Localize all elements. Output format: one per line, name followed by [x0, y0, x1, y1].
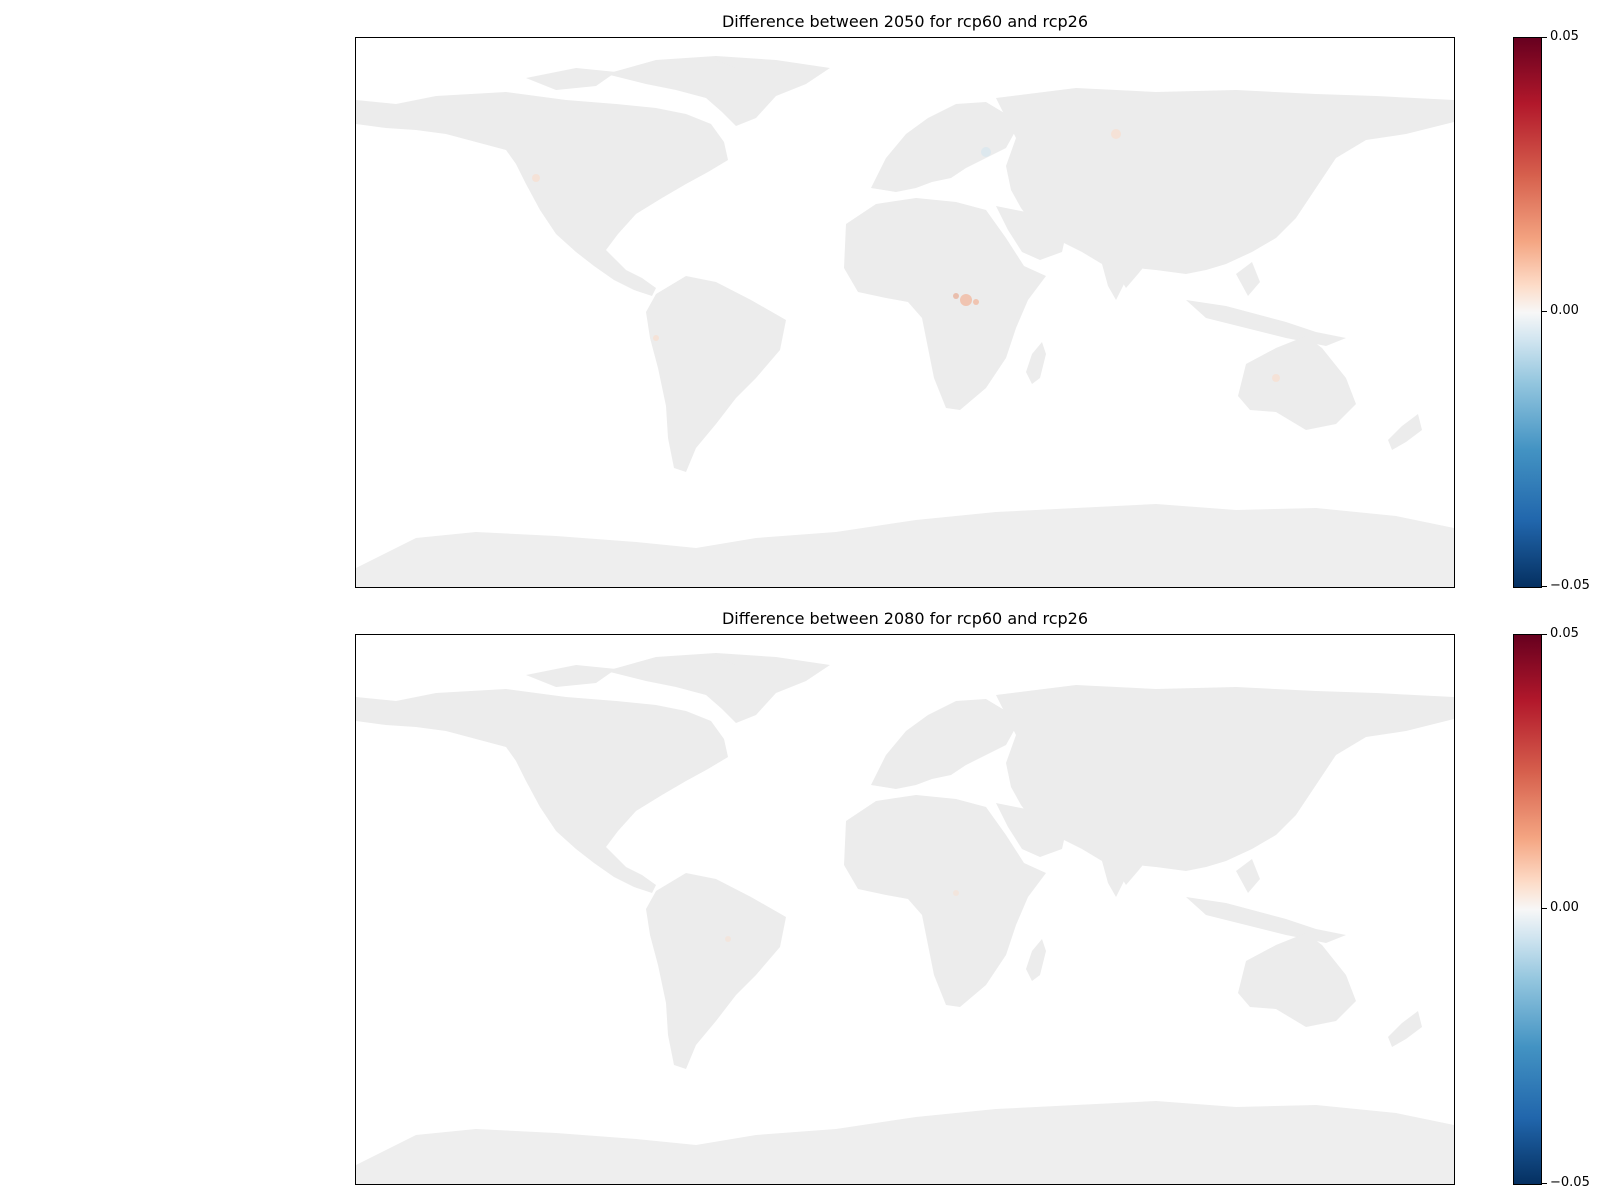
- greenland: [606, 56, 830, 126]
- asia: [996, 88, 1454, 300]
- map-title: Difference between 2050 for rcp60 and rc…: [721, 12, 1089, 31]
- map-panel-2050: Difference between 2050 for rcp60 and rc…: [355, 12, 1590, 593]
- colorbar-tick-label: 0.05: [1550, 626, 1579, 641]
- colorbar-tick-label: −0.05: [1550, 1175, 1590, 1190]
- asia: [996, 685, 1454, 897]
- madagascar: [1026, 939, 1046, 981]
- japan: [1288, 150, 1316, 210]
- colorbar: [1513, 634, 1542, 1185]
- europe: [871, 102, 1016, 192]
- colorbar-tick: [1542, 311, 1547, 312]
- colorbar-tick: [1542, 634, 1547, 635]
- india: [1096, 831, 1156, 885]
- world-map-svg: [356, 56, 1454, 587]
- colorbar-tick: [1542, 586, 1547, 587]
- colorbar-tick: [1542, 1183, 1547, 1184]
- arctic-islands: [526, 657, 736, 687]
- colorbar-tick-label: 0.05: [1550, 29, 1579, 44]
- colorbar: [1513, 37, 1542, 588]
- africa: [844, 198, 1046, 410]
- antarctica: [356, 504, 1454, 587]
- arctic-islands: [526, 60, 736, 90]
- map-panel-2080: Difference between 2080 for rcp60 and rc…: [0, 597, 1600, 1197]
- southeast-asia-islands: [1186, 262, 1346, 346]
- new-zealand: [1388, 1011, 1422, 1047]
- india: [1096, 234, 1156, 288]
- new-zealand: [1388, 414, 1422, 450]
- world-map-svg: [356, 653, 1454, 1184]
- world-map: [355, 634, 1455, 1185]
- europe: [871, 699, 1016, 789]
- colorbar-tick: [1542, 37, 1547, 38]
- arabia: [996, 803, 1066, 857]
- south-america: [646, 873, 786, 1069]
- australia: [1238, 933, 1356, 1027]
- australia: [1238, 336, 1356, 430]
- southeast-asia-islands: [1186, 859, 1346, 943]
- africa: [844, 795, 1046, 1007]
- colorbar-tick: [1542, 908, 1547, 909]
- arabia: [996, 206, 1066, 260]
- colorbar-tick-label: 0.00: [1550, 900, 1579, 915]
- antarctica: [356, 1101, 1454, 1184]
- madagascar: [1026, 342, 1046, 384]
- colorbar-tick-label: 0.00: [1550, 303, 1579, 318]
- japan: [1288, 747, 1316, 807]
- colorbar-tick-label: −0.05: [1550, 578, 1590, 593]
- greenland: [606, 653, 830, 723]
- south-america: [646, 276, 786, 472]
- north-america: [356, 689, 728, 893]
- world-map: [355, 37, 1455, 588]
- map-title: Difference between 2080 for rcp60 and rc…: [721, 609, 1089, 628]
- north-america: [356, 92, 728, 296]
